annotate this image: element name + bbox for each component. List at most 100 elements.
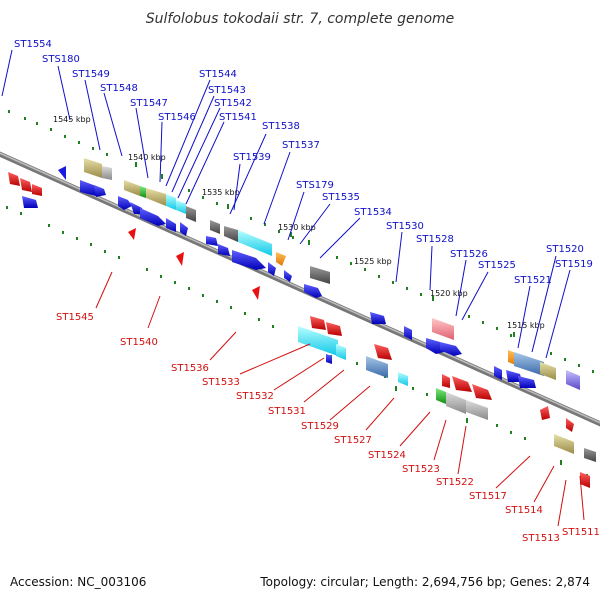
- reverse-labels: ST1545 ST1540 ST1536 ST1533 ST1532 ST153…: [56, 271, 600, 544]
- gene-label-st1521[interactable]: ST1521: [514, 275, 552, 286]
- gene-label-st1513[interactable]: ST1513: [522, 533, 560, 544]
- gene-label-st1522[interactable]: ST1522: [436, 477, 474, 488]
- fwd-arrow: [370, 312, 386, 324]
- gene-label-st1537[interactable]: ST1537: [282, 140, 320, 151]
- rev-arrow: [176, 252, 184, 266]
- gene-block: [176, 200, 186, 214]
- fwd-arrow: [232, 250, 266, 270]
- fwd-arrow: [506, 370, 522, 382]
- scale-mark-1535: 1535 kbp: [202, 188, 240, 197]
- rev-arrow: [566, 418, 574, 432]
- gene-label-st1531[interactable]: ST1531: [268, 406, 306, 417]
- gene-block: [436, 388, 446, 404]
- gene-label-st1539[interactable]: ST1539: [233, 152, 271, 163]
- gene-label-st1529[interactable]: ST1529: [301, 421, 339, 432]
- rev-arrow: [310, 316, 326, 330]
- gene-label-st1544[interactable]: ST1544: [199, 69, 237, 80]
- gene-block: [432, 318, 454, 340]
- gene-label-st1527[interactable]: ST1527: [334, 435, 372, 446]
- gene-block: [446, 392, 466, 414]
- gene-block: [566, 370, 580, 390]
- topology-text: Topology: circular; Length: 2,694,756 bp…: [259, 575, 590, 589]
- gene-block: [584, 448, 596, 462]
- gene-label-st1538[interactable]: ST1538: [262, 121, 300, 132]
- gene-label-st1547[interactable]: ST1547: [130, 98, 168, 109]
- gene-label-st1545[interactable]: ST1545: [56, 312, 94, 323]
- scale-mark-1515: 1515 kbp: [507, 321, 545, 330]
- fwd-arrow: [166, 218, 176, 232]
- scale-mark-1530: 1530 kbp: [278, 223, 316, 232]
- scale-mark-1525: 1525 kbp: [354, 257, 392, 266]
- gene-label-st1549[interactable]: ST1549: [72, 69, 110, 80]
- fwd-arrow: [94, 185, 106, 197]
- gene-label-st1542[interactable]: ST1542: [214, 98, 252, 109]
- gene-label-st1523[interactable]: ST1523: [402, 464, 440, 475]
- fwd-arrow: [22, 196, 38, 208]
- gene-block: [124, 180, 140, 196]
- rev-arrow: [8, 172, 20, 186]
- gene-label-st1554[interactable]: ST1554: [14, 39, 52, 50]
- reverse-features: [8, 172, 590, 488]
- gene-block: [310, 266, 330, 284]
- gene-block: [336, 344, 346, 360]
- gene-label-st1517[interactable]: ST1517: [469, 491, 507, 502]
- gene-label-st1526[interactable]: ST1526: [450, 249, 488, 260]
- rev-arrow: [442, 374, 450, 388]
- gene-label-st1519[interactable]: ST1519: [555, 259, 593, 270]
- forward-features: [22, 166, 536, 388]
- fwd-arrow: [118, 196, 132, 210]
- gene-label-st1535[interactable]: ST1535: [322, 192, 360, 203]
- gene-label-st1514[interactable]: ST1514: [505, 505, 543, 516]
- gene-label-st1520[interactable]: ST1520: [546, 244, 584, 255]
- gene-block: [140, 186, 146, 198]
- gene-label-st1533[interactable]: ST1533: [202, 377, 240, 388]
- gene-blocks: [84, 158, 596, 462]
- gene-label-st1528[interactable]: ST1528: [416, 234, 454, 245]
- gene-block: [186, 206, 196, 222]
- fwd-arrow: [494, 366, 502, 380]
- gene-label-st1540[interactable]: ST1540: [120, 337, 158, 348]
- lower-outer-track: [6, 206, 526, 440]
- gene-block: [514, 352, 544, 376]
- fwd-arrow: [140, 208, 166, 226]
- scale-mark-1545: 1545 kbp: [53, 115, 91, 124]
- rev-arrow: [472, 384, 492, 400]
- scale-mark-1540: 1540 kbp: [128, 153, 166, 162]
- fwd-arrow: [180, 222, 188, 236]
- gene-block: [84, 158, 102, 178]
- scale-mark-1520: 1520 kbp: [430, 289, 468, 298]
- gene-block: [466, 400, 488, 420]
- gene-block: [224, 226, 238, 242]
- gene-label-st1524[interactable]: ST1524: [368, 450, 406, 461]
- gene-block: [540, 362, 556, 380]
- rev-arrow: [252, 286, 260, 300]
- rev-arrow: [32, 184, 42, 196]
- gene-block: [398, 372, 408, 386]
- gene-block: [166, 194, 176, 210]
- gene-label-sts180[interactable]: STS180: [42, 54, 80, 65]
- gene-label-st1546[interactable]: ST1546: [158, 112, 196, 123]
- scale-labels: 1545 kbp 1540 kbp 1535 kbp 1530 kbp 1525…: [53, 115, 545, 330]
- rev-arrow: [20, 178, 32, 192]
- fwd-arrow: [58, 166, 66, 180]
- fwd-arrow: [326, 354, 332, 364]
- gene-label-sts179[interactable]: STS179: [296, 180, 334, 191]
- gene-label-st1536[interactable]: ST1536: [171, 363, 209, 374]
- fwd-arrow: [518, 376, 536, 388]
- gene-block: [276, 252, 286, 266]
- gene-label-st1548[interactable]: ST1548: [100, 83, 138, 94]
- gene-block: [210, 220, 220, 234]
- gene-block: [146, 188, 166, 206]
- rev-arrow: [540, 406, 550, 420]
- gene-label-st1543[interactable]: ST1543: [208, 85, 246, 96]
- gene-label-st1525[interactable]: ST1525: [478, 260, 516, 271]
- gene-label-st1532[interactable]: ST1532: [236, 391, 274, 402]
- gene-label-st1534[interactable]: ST1534: [354, 207, 392, 218]
- gene-label-st1511[interactable]: ST1511: [562, 527, 600, 538]
- gene-label-st1530[interactable]: ST1530: [386, 221, 424, 232]
- gene-label-st1541[interactable]: ST1541: [219, 112, 257, 123]
- fwd-arrow: [426, 338, 444, 354]
- gene-block: [366, 356, 388, 378]
